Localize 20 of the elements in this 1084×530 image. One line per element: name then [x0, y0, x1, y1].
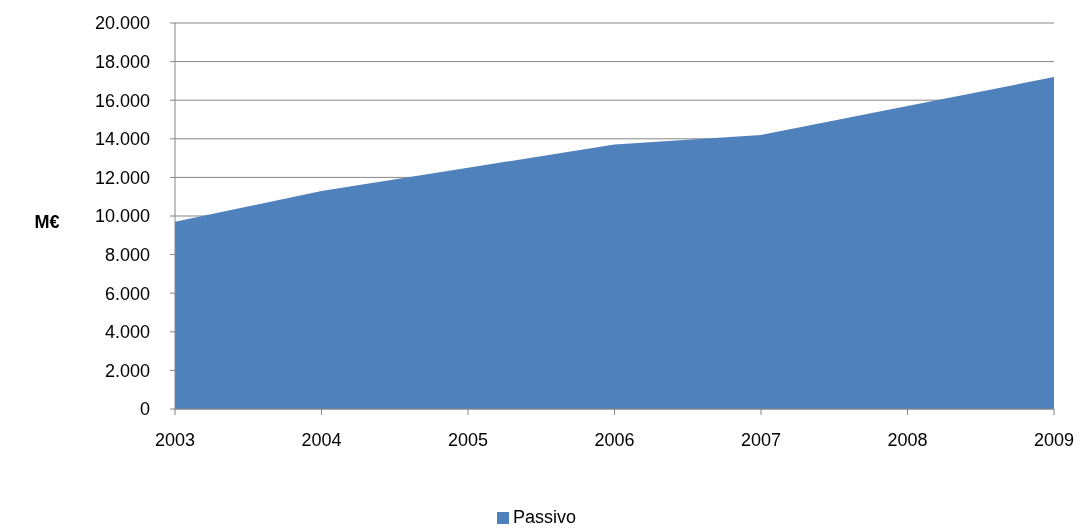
y-tick-label: 8.000	[104, 244, 150, 265]
y-axis-title: M€	[34, 212, 60, 232]
legend-label: Passivo	[513, 507, 577, 527]
y-tick-label: 20.000	[94, 13, 150, 34]
y-tick-label: 16.000	[94, 90, 150, 111]
x-tick-label: 2006	[594, 430, 635, 450]
y-tick-label: 2.000	[104, 360, 150, 381]
y-tick-label: 0	[139, 399, 150, 420]
y-tick-label: 12.000	[94, 167, 150, 188]
y-tick-label: 14.000	[94, 129, 150, 150]
y-tick-label: 6.000	[104, 283, 150, 304]
x-tick-label: 2005	[447, 430, 489, 450]
x-tick-label: 2007	[740, 430, 782, 450]
y-tick-label: 4.000	[104, 322, 150, 343]
y-tick-label: 18.000	[94, 51, 150, 72]
y-tick-label: 10.000	[94, 206, 150, 227]
x-tick-label: 2008	[887, 430, 928, 450]
x-tick-label: 2009	[1033, 430, 1075, 450]
x-tick-label: 2004	[301, 430, 342, 450]
x-tick-label: 2003	[154, 430, 196, 450]
